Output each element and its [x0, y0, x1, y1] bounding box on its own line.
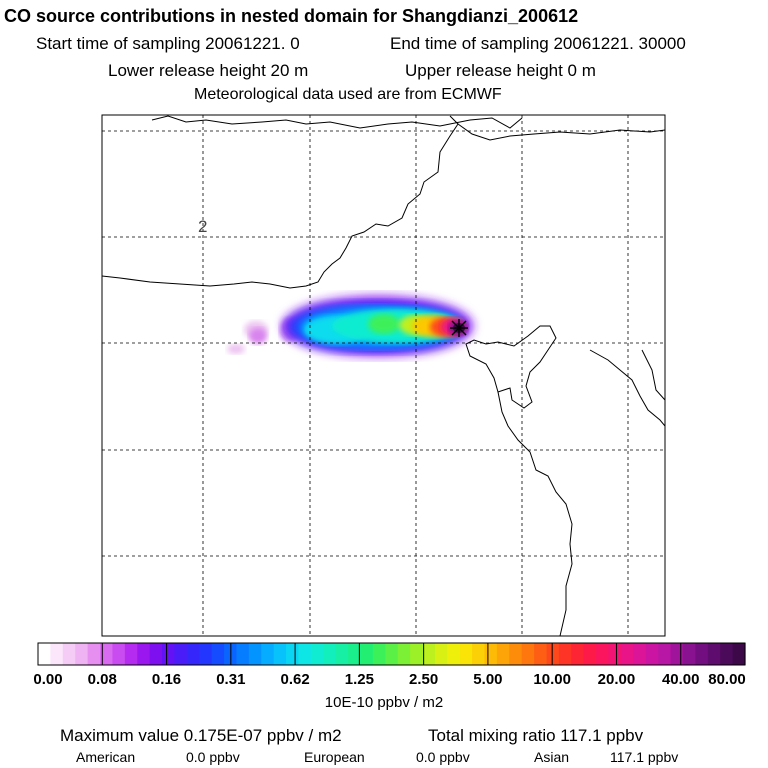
colorbar-cell [484, 643, 498, 665]
colorbar-cell [100, 643, 114, 665]
grid-label: 2 [198, 217, 207, 236]
colorbar-cell [546, 643, 560, 665]
concentration-plume [227, 296, 473, 356]
station-star-icon [450, 319, 468, 337]
colorbar-cell [248, 643, 262, 665]
colorbar-cell [509, 643, 523, 665]
colorbar-cell [75, 643, 89, 665]
colorbar-cell [50, 643, 64, 665]
american-label: American [76, 749, 136, 765]
colorbar-cell [124, 643, 138, 665]
colorbar-cell [360, 643, 374, 665]
colorbar-tick-label: 40.00 [661, 671, 700, 688]
meteorological-data-label: Meteorological data used are from ECMWF [194, 86, 502, 103]
colorbar-cell [472, 643, 486, 665]
maximum-value-label: Maximum value 0.175E-07 ppbv / m2 [60, 726, 342, 745]
colorbar-tick-label: 0.08 [87, 671, 117, 688]
european-value: 0.0 ppbv [416, 749, 470, 765]
colorbar-cell [410, 643, 424, 665]
colorbar-cell [385, 643, 399, 665]
colorbar-cell [645, 643, 659, 665]
colorbar-tick-label: 0.00 [33, 671, 63, 688]
colorbar-cell [496, 643, 510, 665]
colorbar-frame [37, 642, 746, 666]
total-mixing-ratio-label: Total mixing ratio 117.1 ppbv [428, 726, 644, 745]
colorbar-cell [372, 643, 386, 665]
map-content [102, 115, 665, 636]
colorbar-tick-label: 1.25 [344, 671, 374, 688]
european-label: European [304, 749, 365, 765]
colorbar-cell [583, 643, 597, 665]
colorbar-cell [707, 643, 721, 665]
colorbar-unit-label: 10E-10 ppbv / m2 [324, 694, 444, 711]
colorbar-cell [571, 643, 585, 665]
colorbar-cell [695, 643, 709, 665]
colorbar-cell [112, 643, 126, 665]
colorbar-cell [186, 643, 200, 665]
colorbar-cell [162, 643, 176, 665]
colorbar-cell [459, 643, 473, 665]
colorbar-cell [310, 643, 324, 665]
lower-release-height-label: Lower release height 20 m [108, 61, 309, 80]
colorbar-cell [670, 643, 684, 665]
american-value: 0.0 ppbv [186, 749, 240, 765]
colorbar-cell [137, 643, 151, 665]
colorbar-separators [101, 643, 682, 665]
colorbar-tick-label: 10.00 [533, 671, 571, 688]
colorbar-cell [149, 643, 163, 665]
colorbar-tick-label: 80.00 [708, 671, 746, 688]
colorbar-cell [521, 643, 535, 665]
colorbar-tick-label: 5.00 [473, 671, 503, 688]
colorbar-cell [633, 643, 647, 665]
colorbar-cell [199, 643, 213, 665]
colorbar-cell [620, 643, 634, 665]
colorbar-tick-label: 2.50 [409, 671, 439, 688]
colorbar-cell [273, 643, 287, 665]
map-frame [101, 114, 666, 637]
colorbar-cell [298, 643, 312, 665]
upper-release-height-label: Upper release height 0 m [405, 61, 596, 80]
colorbar-cell [397, 643, 411, 665]
chart-title: CO source contributions in nested domain… [4, 6, 579, 26]
colorbar-cell [323, 643, 337, 665]
colorbar-cell [62, 643, 76, 665]
colorbar-cell [534, 643, 548, 665]
colorbar-cells [38, 643, 746, 665]
colorbar-cell [434, 643, 448, 665]
colorbar-cell [447, 643, 461, 665]
colorbar-tick-label: 0.31 [216, 671, 246, 688]
colorbar-tick-label: 0.16 [151, 671, 182, 688]
lat-lon-grid [102, 115, 665, 636]
colorbar-cell [348, 643, 362, 665]
colorbar-cell [682, 643, 696, 665]
colorbar-cell [211, 643, 225, 665]
start-time-label: Start time of sampling 20061221. 0 [36, 34, 300, 53]
colorbar-cell [596, 643, 610, 665]
colorbar-cell [608, 643, 622, 665]
colorbar-cell [286, 643, 300, 665]
colorbar-cell [720, 643, 734, 665]
end-time-label: End time of sampling 20061221. 30000 [390, 34, 686, 53]
asian-value: 117.1 ppbv [610, 749, 679, 765]
colorbar-cell [732, 643, 746, 665]
colorbar-cell [236, 643, 250, 665]
colorbar-cell [558, 643, 572, 665]
colorbar-cell [87, 643, 101, 665]
colorbar-cell [38, 643, 52, 665]
colorbar-cell [335, 643, 349, 665]
colorbar-cell [261, 643, 275, 665]
colorbar-cell [422, 643, 436, 665]
colorbar-tick-label: 20.00 [597, 671, 636, 688]
colorbar-cell [174, 643, 188, 665]
colorbar-tick-label: 0.62 [280, 671, 310, 688]
coastlines [102, 115, 665, 636]
colorbar-cell [658, 643, 672, 665]
asian-label: Asian [534, 749, 570, 765]
